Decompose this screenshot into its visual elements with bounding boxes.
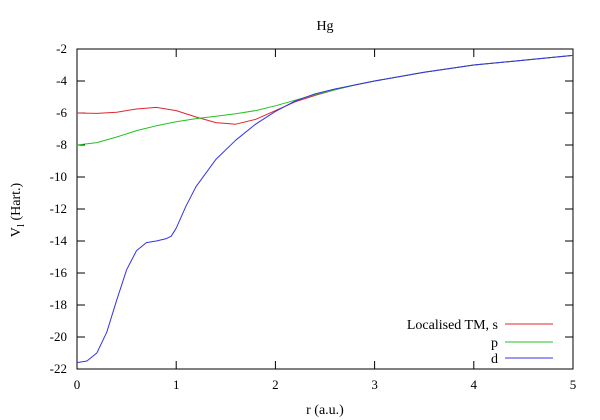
x-tick-label: 2 — [272, 377, 279, 392]
x-tick-label: 3 — [371, 377, 378, 392]
legend-label: Localised TM, s — [407, 318, 498, 333]
x-tick-label: 0 — [74, 377, 81, 392]
y-tick-label: -16 — [50, 265, 68, 280]
legend-label: p — [491, 336, 498, 351]
x-tick-label: 1 — [173, 377, 180, 392]
y-tick-label: -18 — [50, 297, 67, 312]
x-axis-label: r (a.u.) — [306, 403, 344, 418]
y-tick-label: -14 — [50, 233, 68, 248]
y-axis-label-sub: l — [15, 224, 27, 227]
y-axis-label: Vl (Hart.) — [9, 182, 27, 237]
x-tick-label: 4 — [471, 377, 478, 392]
chart-title: Hg — [316, 19, 333, 34]
y-tick-label: -12 — [50, 201, 67, 216]
y-tick-label: -6 — [56, 105, 67, 120]
y-tick-label: -8 — [56, 137, 67, 152]
y-axis-label-unit: (Hart.) — [9, 182, 24, 224]
y-tick-label: -2 — [56, 41, 67, 56]
x-tick-label: 5 — [570, 377, 577, 392]
y-axis-label-main: V — [9, 227, 24, 237]
legend: Localised TM, s pd — [407, 318, 553, 367]
y-tick-label: -20 — [50, 329, 67, 344]
series-line-1 — [76, 54, 574, 146]
y-tick-label: -22 — [50, 361, 67, 376]
series-line-0 — [76, 54, 574, 125]
y-tick-label: -10 — [50, 169, 67, 184]
axis-ticks: -2 -4 -6 -8 -10 -12 -14 -16 -18 -20 -22 0 1 2 3 4 5 — [50, 41, 577, 392]
plot-frame — [76, 48, 574, 370]
legend-label: d — [491, 352, 498, 367]
series-layer — [76, 54, 574, 364]
y-tick-label: -4 — [56, 73, 67, 88]
series-line-2 — [76, 54, 574, 364]
